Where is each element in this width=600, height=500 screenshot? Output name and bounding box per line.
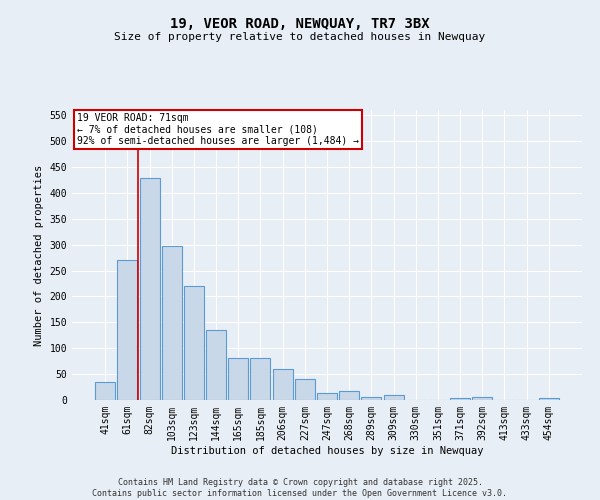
Text: Size of property relative to detached houses in Newquay: Size of property relative to detached ho… xyxy=(115,32,485,42)
X-axis label: Distribution of detached houses by size in Newquay: Distribution of detached houses by size … xyxy=(171,446,483,456)
Bar xyxy=(118,260,137,400)
Bar xyxy=(383,396,404,400)
Bar xyxy=(272,370,293,400)
Bar xyxy=(250,358,271,400)
Text: 19, VEOR ROAD, NEWQUAY, TR7 3BX: 19, VEOR ROAD, NEWQUAY, TR7 3BX xyxy=(170,18,430,32)
Bar xyxy=(539,398,559,400)
Bar xyxy=(317,393,337,400)
Bar xyxy=(162,246,182,400)
Bar xyxy=(339,390,359,400)
Bar xyxy=(472,398,492,400)
Bar xyxy=(95,382,115,400)
Bar xyxy=(361,398,382,400)
Text: Contains HM Land Registry data © Crown copyright and database right 2025.
Contai: Contains HM Land Registry data © Crown c… xyxy=(92,478,508,498)
Y-axis label: Number of detached properties: Number of detached properties xyxy=(34,164,44,346)
Bar xyxy=(206,330,226,400)
Bar xyxy=(450,398,470,400)
Bar xyxy=(295,380,315,400)
Bar xyxy=(140,178,160,400)
Bar xyxy=(184,286,204,400)
Text: 19 VEOR ROAD: 71sqm
← 7% of detached houses are smaller (108)
92% of semi-detach: 19 VEOR ROAD: 71sqm ← 7% of detached hou… xyxy=(77,113,359,146)
Bar xyxy=(228,358,248,400)
